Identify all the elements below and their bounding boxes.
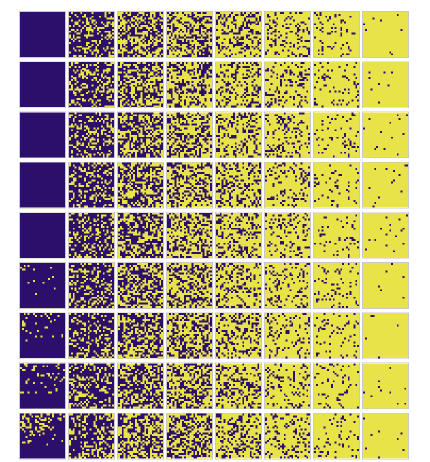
panel-r8-c8 [362,362,409,410]
panel-r1-c1 [19,11,66,58]
panel-r4-c6 [264,161,311,209]
panel-r6-c7 [313,262,360,309]
panel-r1-c5 [215,11,262,58]
panel-r8-c6 [264,362,311,410]
panel-r2-c8 [362,61,409,109]
panel-r6-c8 [362,262,409,309]
panel-r1-c7 [313,11,360,58]
panel-r3-c2 [68,111,115,159]
panel-r3-c8 [362,111,409,159]
panel-r5-c2 [68,212,115,259]
panel-r3-c3 [117,111,164,159]
panel-r5-c4 [166,212,213,259]
panel-r7-c7 [313,312,360,360]
panel-r1-c4 [166,11,213,58]
panel-r5-c7 [313,212,360,259]
panel-r4-c8 [362,161,409,209]
panel-r2-c7 [313,61,360,109]
panel-r6-c6 [264,262,311,309]
panel-r8-c3 [117,362,164,410]
panel-r9-c4 [166,412,213,460]
panel-r8-c7 [313,362,360,410]
panel-r9-c2 [68,412,115,460]
panel-r4-c5 [215,161,262,209]
panel-r7-c6 [264,312,311,360]
panel-r2-c5 [215,61,262,109]
panel-r3-c1 [19,111,66,159]
panel-r9-c3 [117,412,164,460]
panel-r6-c1 [19,262,66,309]
panel-r3-c4 [166,111,213,159]
panel-r5-c6 [264,212,311,259]
panel-r2-c3 [117,61,164,109]
panel-r4-c2 [68,161,115,209]
panel-r2-c1 [19,61,66,109]
panel-r4-c1 [19,161,66,209]
panel-r2-c4 [166,61,213,109]
panel-r6-c4 [166,262,213,309]
panel-r5-c1 [19,212,66,259]
panel-r6-c5 [215,262,262,309]
panel-r2-c6 [264,61,311,109]
panel-r9-c6 [264,412,311,460]
panel-r7-c3 [117,312,164,360]
panel-r4-c7 [313,161,360,209]
panel-r3-c5 [215,111,262,159]
panel-r1-c2 [68,11,115,58]
panel-r1-c3 [117,11,164,58]
panel-r7-c1 [19,312,66,360]
panel-r7-c8 [362,312,409,360]
panel-r9-c5 [215,412,262,460]
panel-r9-c7 [313,412,360,460]
panel-r6-c2 [68,262,115,309]
panel-r1-c6 [264,11,311,58]
panel-r1-c8 [362,11,409,58]
panel-r8-c1 [19,362,66,410]
panel-r3-c6 [264,111,311,159]
panel-r8-c5 [215,362,262,410]
panel-r5-c5 [215,212,262,259]
panel-r3-c7 [313,111,360,159]
panel-r6-c3 [117,262,164,309]
panel-r8-c4 [166,362,213,410]
panel-r9-c1 [19,412,66,460]
panel-r4-c4 [166,161,213,209]
panel-r5-c3 [117,212,164,259]
panel-r5-c8 [362,212,409,259]
panel-r7-c5 [215,312,262,360]
panel-r2-c2 [68,61,115,109]
panel-r9-c8 [362,412,409,460]
panel-r7-c4 [166,312,213,360]
panel-r4-c3 [117,161,164,209]
panel-r7-c2 [68,312,115,360]
panel-r8-c2 [68,362,115,410]
